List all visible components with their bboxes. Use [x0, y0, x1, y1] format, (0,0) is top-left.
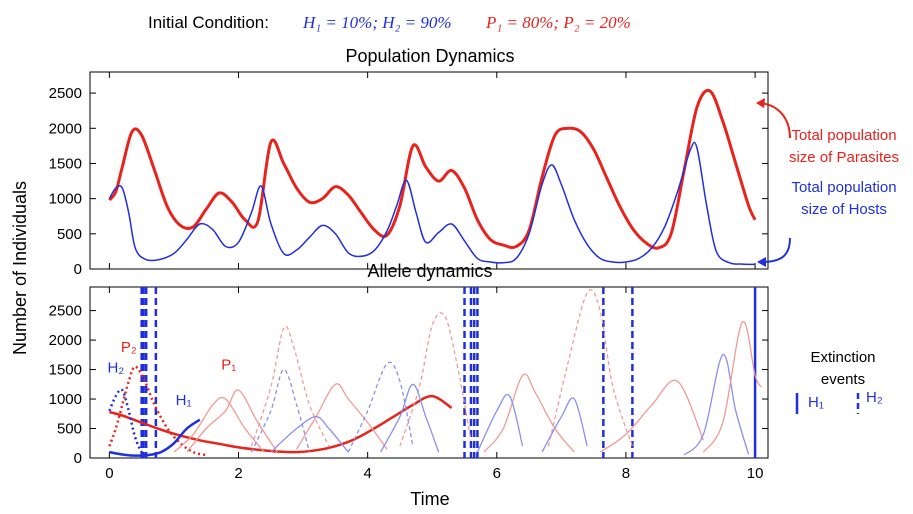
- population-ytick-label: 1500: [49, 155, 82, 172]
- curve-label-P₁: P₁: [221, 357, 236, 374]
- parasite-legend-line2: size of Parasites: [789, 149, 899, 166]
- allele-line-p1: [173, 396, 265, 453]
- parasite-legend-arrow: [759, 102, 791, 139]
- y-axis-label: Number of Individuals: [10, 181, 30, 355]
- population-ytick-label: 1000: [49, 191, 82, 208]
- allele-xtick-label: 8: [622, 465, 630, 482]
- initial-condition-hosts: H₁ = 10%; H₂ = 90%: [302, 13, 452, 32]
- allele-line-p1: [702, 321, 763, 453]
- population-dynamics-title: Population Dynamics: [345, 46, 514, 66]
- population-axis-ticks: 0 500 1000 1500 2000 2500: [49, 72, 768, 278]
- extinction-legend-title-line1: Extinction: [810, 349, 875, 366]
- host-legend-arrow: [761, 237, 791, 263]
- population-plot-frame: [89, 71, 769, 270]
- allele-curve-labels: P₂ H₂ P₁ H₁: [108, 339, 237, 409]
- allele-line-p2: [399, 312, 472, 447]
- allele-line-h2: [108, 388, 149, 458]
- allele-line-h1: [541, 397, 588, 453]
- host-legend-line2: size of Hosts: [801, 201, 887, 218]
- allele-line-p2: [250, 325, 330, 447]
- allele-ytick-label: 2000: [49, 332, 82, 349]
- population-ytick-label: 0: [74, 261, 82, 278]
- population-ytick-label: 2500: [49, 85, 82, 102]
- extinction-legend: Extinction events H₁ H₂: [795, 349, 883, 414]
- parasite-total-line: [108, 89, 757, 250]
- allele-xtick-label: 0: [105, 465, 113, 482]
- allele-ytick-label: 0: [74, 450, 82, 467]
- host-total-line: [108, 141, 756, 266]
- allele-line-p1: [296, 383, 388, 450]
- allele-line-h1: [380, 383, 440, 453]
- curve-label-P₂: P₂: [121, 339, 137, 356]
- allele-line-p2: [108, 365, 207, 457]
- allele-line-p1: [483, 373, 575, 453]
- population-ytick-label: 500: [57, 226, 82, 243]
- allele-xtick-label: 10: [747, 465, 764, 482]
- x-axis-label: Time: [410, 489, 449, 509]
- allele-axis-ticks: 0 500 1000 1500 2000 2500 0 2 4 6 8 10: [49, 287, 768, 482]
- extinction-h2-label: H₂: [866, 389, 883, 406]
- allele-ytick-label: 1500: [49, 362, 82, 379]
- allele-dynamics-title: Allele dynamics: [367, 261, 492, 281]
- host-legend-line1: Total population: [791, 179, 896, 196]
- allele-plot-frame: [89, 286, 769, 459]
- allele-xtick-label: 4: [363, 465, 371, 482]
- allele-line-h1: [270, 416, 349, 453]
- allele-line-p2: [547, 289, 634, 447]
- allele-line-h1: [683, 354, 750, 456]
- parasite-legend-arrowhead: [756, 98, 765, 108]
- extinction-h1-label: H₁: [808, 394, 824, 411]
- allele-line-h1: [109, 418, 201, 457]
- population-series: [108, 89, 757, 266]
- extinction-legend-title-line2: events: [821, 371, 865, 388]
- allele-line-p1: [186, 389, 278, 453]
- allele-line-h2: [347, 361, 414, 453]
- allele-xtick-label: 2: [234, 465, 242, 482]
- allele-line-p1: [599, 379, 704, 453]
- allele-xtick-label: 6: [493, 465, 501, 482]
- extinction-lines: [140, 287, 757, 458]
- curve-label-H₂: H₂: [108, 360, 125, 377]
- host-legend-arrowhead: [757, 257, 766, 267]
- allele-line-h1: [476, 393, 524, 453]
- parasite-legend-line1: Total population: [791, 127, 896, 144]
- initial-condition-parasites: P₁ = 80%; P₂ = 20%: [485, 13, 631, 32]
- allele-line-h2: [250, 368, 311, 453]
- population-legend: Total population size of Parasites Total…: [756, 98, 899, 267]
- allele-series: [108, 289, 763, 458]
- curve-label-H₁: H₁: [176, 392, 192, 409]
- initial-condition-prefix: Initial Condition:: [148, 13, 269, 32]
- population-ytick-label: 2000: [49, 120, 82, 137]
- allele-ytick-label: 500: [57, 421, 82, 438]
- allele-ytick-label: 1000: [49, 391, 82, 408]
- allele-ytick-label: 2500: [49, 303, 82, 320]
